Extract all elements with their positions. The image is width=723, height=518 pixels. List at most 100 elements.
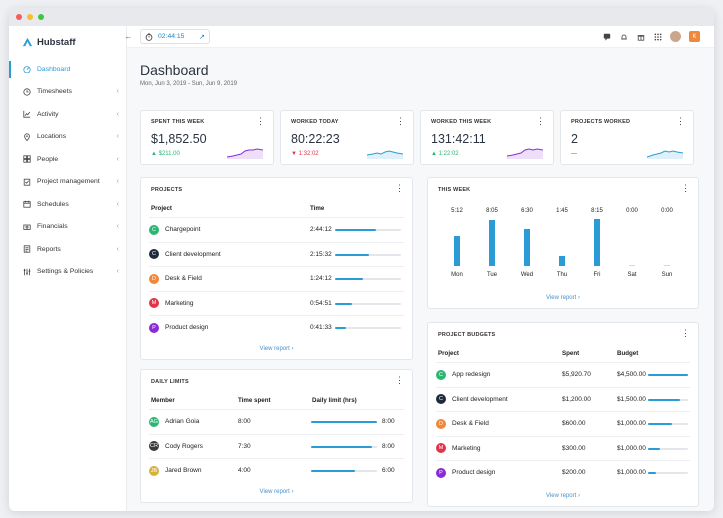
limit-progress-fill: [311, 470, 356, 472]
stat-change: —: [571, 151, 577, 157]
apps-grid-icon[interactable]: [653, 32, 662, 41]
sidebar-item-locations[interactable]: Locations ‹: [9, 126, 126, 149]
timer-widget[interactable]: 02:44:15 ↗: [140, 29, 210, 44]
member-time-spent: 7:30: [238, 442, 251, 450]
close-window-button[interactable]: [16, 14, 22, 20]
time-progress-bar: [335, 229, 401, 231]
budget-progress-bar: [648, 423, 688, 425]
chevron-left-icon: ‹: [116, 88, 119, 96]
project-time: 0:54:51: [310, 299, 332, 307]
projects-view-report-link[interactable]: View report ›: [259, 346, 294, 352]
member-time-spent: 8:00: [238, 418, 251, 426]
people-icon: [23, 155, 31, 163]
this-week-view-report-link[interactable]: View report ›: [546, 295, 580, 301]
table-row[interactable]: M Marketing $300.00 $1,000.00: [436, 435, 690, 461]
budget-progress-bar: [648, 374, 688, 376]
table-row[interactable]: JB Jared Brown 4:00 6:00: [149, 458, 404, 483]
maximize-window-button[interactable]: [38, 14, 44, 20]
bar[interactable]: [454, 236, 460, 266]
sidebar-item-project-management[interactable]: Project management ‹: [9, 171, 126, 194]
collapse-sidebar-button[interactable]: ←: [124, 32, 133, 41]
table-row[interactable]: C App redesign $5,920.70 $4,500.00: [436, 362, 690, 387]
sidebar-item-dashboard[interactable]: Dashboard: [9, 58, 126, 81]
chevron-left-icon: ‹: [116, 200, 119, 208]
bar[interactable]: [524, 228, 530, 266]
sidebar-item-label: Project management: [37, 178, 100, 186]
daily-limits-menu-icon[interactable]: ⋮: [395, 375, 404, 385]
main-content: Dashboard Mon, Jun 3, 2019 - Sun, Jun 9,…: [127, 48, 714, 511]
organization-badge[interactable]: K: [689, 31, 700, 42]
sidebar-item-label: Reports: [37, 245, 61, 253]
sidebar-item-people[interactable]: People ‹: [9, 148, 126, 171]
stat-card: SPENT THIS WEEK ⋮ $1,852.50 ▲ $211.00: [140, 110, 274, 165]
bar[interactable]: [594, 219, 600, 266]
table-row[interactable]: P Product design $200.00 $1,000.00: [436, 460, 690, 485]
open-timer-icon[interactable]: ↗: [199, 33, 205, 41]
sidebar-item-timesheets[interactable]: Timesheets ‹: [9, 81, 126, 104]
stat-menu-icon[interactable]: ⋮: [676, 116, 685, 126]
table-row[interactable]: C Client development $1,200.00 $1,500.00: [436, 386, 690, 412]
sidebar-nav: Dashboard Timesheets ‹ Activity ‹ Locations ‹ P…: [9, 58, 126, 283]
limit-progress-bar: [311, 421, 377, 423]
bell-icon[interactable]: [619, 32, 628, 41]
clock-icon: [23, 88, 31, 96]
sidebar-item-settings-policies[interactable]: Settings & Policies ‹: [9, 261, 126, 284]
stat-menu-icon[interactable]: ⋮: [256, 116, 265, 126]
minimize-window-button[interactable]: [27, 14, 33, 20]
sidebar-item-reports[interactable]: Reports ‹: [9, 238, 126, 261]
calendar-icon: [23, 200, 31, 208]
daily-limits-view-report-link[interactable]: View report ›: [259, 489, 294, 495]
budget-progress-bar: [648, 472, 688, 474]
project-name: Marketing: [452, 444, 481, 452]
sidebar-item-label: Schedules: [37, 200, 69, 208]
table-row[interactable]: C Chargepoint 2:44:12: [149, 217, 404, 242]
projects-menu-icon[interactable]: ⋮: [395, 183, 404, 193]
sidebar-item-schedules[interactable]: Schedules ‹: [9, 193, 126, 216]
date-range[interactable]: Mon, Jun 3, 2019 - Sun, Jun 9, 2019: [140, 81, 238, 87]
budget-progress-fill: [648, 472, 656, 474]
this-week-menu-icon[interactable]: ⋮: [681, 183, 690, 193]
stat-menu-icon[interactable]: ⋮: [536, 116, 545, 126]
sparkline: [226, 145, 264, 159]
table-row[interactable]: C Client development 2:15:32: [149, 241, 404, 267]
sidebar-item-financials[interactable]: Financials ‹: [9, 216, 126, 239]
bar[interactable]: [489, 219, 495, 266]
project-name: Desk & Field: [452, 420, 489, 428]
bar[interactable]: [629, 265, 635, 266]
project-avatar: D: [149, 273, 159, 284]
member-avatar: JB: [149, 465, 159, 476]
project-avatar: P: [149, 322, 159, 333]
bar[interactable]: [559, 256, 565, 266]
this-week-title: THIS WEEK: [438, 187, 471, 193]
sidebar-item-activity[interactable]: Activity ‹: [9, 103, 126, 126]
stat-menu-icon[interactable]: ⋮: [396, 116, 405, 126]
project-budget: $1,000.00: [617, 444, 646, 452]
projects-title: PROJECTS: [151, 187, 183, 193]
location-pin-icon: [23, 133, 31, 141]
time-progress-fill: [335, 229, 376, 231]
bar-value-label: 0:00: [661, 208, 673, 214]
project-avatar: M: [436, 443, 446, 454]
budgets-view-report-link[interactable]: View report ›: [546, 493, 580, 499]
time-progress-bar: [335, 302, 401, 305]
messages-icon[interactable]: [602, 32, 611, 41]
budget-progress-bar: [648, 398, 688, 401]
table-row[interactable]: D Desk & Field 1:24:12: [149, 266, 404, 291]
table-row[interactable]: D Desk & Field $600.00 $1,000.00: [436, 411, 690, 436]
sidebar: Hubstaff Dashboard Timesheets ‹ Activity ‹ Lo…: [9, 26, 127, 511]
time-progress-bar: [335, 253, 401, 256]
logo[interactable]: Hubstaff: [9, 26, 126, 52]
table-row[interactable]: CR Cody Rogers 7:30 8:00: [149, 433, 404, 459]
table-row[interactable]: M Marketing 0:54:51: [149, 290, 404, 316]
table-row[interactable]: P Product design 0:41:33: [149, 315, 404, 340]
user-avatar[interactable]: [670, 31, 681, 42]
this-week-bar-chart: 5:12 Mon 8:05 Tue 6:30 Wed 1:45 Thu 8:15 Fri 0:00 S…: [428, 178, 700, 310]
table-row[interactable]: AG Adrian Goia 8:00 8:00: [149, 409, 404, 434]
project-name: Desk & Field: [165, 275, 202, 283]
gift-icon[interactable]: [636, 32, 645, 41]
stat-value: 80:22:23: [291, 132, 340, 146]
bar-value-label: 0:00: [626, 208, 638, 214]
bar[interactable]: [664, 265, 670, 266]
project-budgets-menu-icon[interactable]: ⋮: [681, 328, 690, 338]
project-avatar: M: [149, 298, 159, 309]
